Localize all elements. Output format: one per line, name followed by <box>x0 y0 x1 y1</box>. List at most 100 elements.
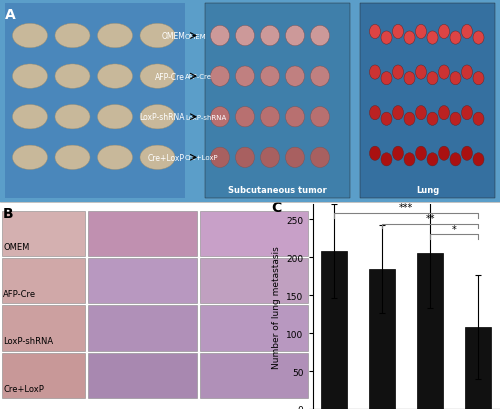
Bar <box>369 269 396 409</box>
Ellipse shape <box>98 146 132 170</box>
Text: OMEM: OMEM <box>3 243 30 252</box>
Ellipse shape <box>462 106 472 121</box>
Text: *: * <box>452 224 456 234</box>
FancyBboxPatch shape <box>2 212 85 257</box>
FancyBboxPatch shape <box>88 353 197 398</box>
FancyBboxPatch shape <box>5 4 185 198</box>
Ellipse shape <box>381 153 392 166</box>
Text: ***: *** <box>399 203 413 213</box>
Ellipse shape <box>473 72 484 85</box>
Ellipse shape <box>55 24 90 49</box>
Ellipse shape <box>438 66 450 80</box>
Bar <box>321 252 347 409</box>
Ellipse shape <box>210 67 230 87</box>
Ellipse shape <box>12 24 48 49</box>
Ellipse shape <box>236 107 255 128</box>
Y-axis label: Number of lung metastasis: Number of lung metastasis <box>272 245 280 368</box>
FancyBboxPatch shape <box>360 4 495 198</box>
Ellipse shape <box>98 65 132 89</box>
FancyBboxPatch shape <box>2 258 85 303</box>
Text: Cre+LoxP: Cre+LoxP <box>185 155 218 161</box>
FancyBboxPatch shape <box>88 258 197 303</box>
Ellipse shape <box>210 148 230 168</box>
Ellipse shape <box>12 65 48 89</box>
Ellipse shape <box>370 25 380 40</box>
Ellipse shape <box>427 32 438 45</box>
Ellipse shape <box>427 113 438 126</box>
Ellipse shape <box>370 106 380 121</box>
Ellipse shape <box>381 32 392 45</box>
FancyBboxPatch shape <box>2 353 85 398</box>
Ellipse shape <box>462 66 472 80</box>
Ellipse shape <box>210 107 230 128</box>
Ellipse shape <box>450 32 461 45</box>
Ellipse shape <box>55 146 90 170</box>
Ellipse shape <box>310 148 330 168</box>
Ellipse shape <box>416 66 426 80</box>
Text: B: B <box>3 207 13 220</box>
Ellipse shape <box>260 107 280 128</box>
Ellipse shape <box>450 72 461 85</box>
Ellipse shape <box>55 65 90 89</box>
Text: AFP-Cre: AFP-Cre <box>185 74 212 80</box>
Text: **: ** <box>426 213 435 223</box>
Ellipse shape <box>236 67 255 87</box>
Ellipse shape <box>236 26 255 47</box>
Ellipse shape <box>473 153 484 166</box>
Ellipse shape <box>381 113 392 126</box>
Text: Lung: Lung <box>416 185 439 194</box>
Ellipse shape <box>416 25 426 40</box>
Ellipse shape <box>140 24 175 49</box>
Ellipse shape <box>404 153 415 166</box>
Ellipse shape <box>286 148 304 168</box>
Text: Subcutaneous tumor: Subcutaneous tumor <box>228 185 327 194</box>
FancyBboxPatch shape <box>0 0 500 202</box>
Text: OMEM: OMEM <box>161 32 185 41</box>
Text: OMEM: OMEM <box>185 34 207 39</box>
FancyBboxPatch shape <box>205 4 350 198</box>
Ellipse shape <box>427 153 438 166</box>
Text: AFP-Cre: AFP-Cre <box>155 72 185 81</box>
Ellipse shape <box>140 105 175 130</box>
FancyBboxPatch shape <box>200 258 308 303</box>
FancyBboxPatch shape <box>88 306 197 351</box>
Ellipse shape <box>473 113 484 126</box>
Ellipse shape <box>462 25 472 40</box>
Ellipse shape <box>381 72 392 85</box>
FancyBboxPatch shape <box>200 212 308 257</box>
Ellipse shape <box>98 24 132 49</box>
Ellipse shape <box>260 67 280 87</box>
Ellipse shape <box>450 113 461 126</box>
Ellipse shape <box>12 146 48 170</box>
Ellipse shape <box>286 26 304 47</box>
Ellipse shape <box>140 65 175 89</box>
Text: LoxP-shRNA: LoxP-shRNA <box>3 337 53 346</box>
FancyBboxPatch shape <box>200 306 308 351</box>
Ellipse shape <box>438 106 450 121</box>
Ellipse shape <box>473 32 484 45</box>
Ellipse shape <box>450 153 461 166</box>
Ellipse shape <box>370 147 380 161</box>
Ellipse shape <box>236 148 255 168</box>
Ellipse shape <box>260 148 280 168</box>
Ellipse shape <box>438 25 450 40</box>
Bar <box>465 327 491 409</box>
FancyBboxPatch shape <box>200 353 308 398</box>
Ellipse shape <box>310 67 330 87</box>
Ellipse shape <box>370 66 380 80</box>
Ellipse shape <box>416 147 426 161</box>
Bar <box>417 254 444 409</box>
Text: LoxP-shRNA: LoxP-shRNA <box>140 113 185 122</box>
Ellipse shape <box>286 67 304 87</box>
FancyBboxPatch shape <box>88 212 197 257</box>
Ellipse shape <box>392 25 404 40</box>
Ellipse shape <box>392 106 404 121</box>
Ellipse shape <box>404 72 415 85</box>
Ellipse shape <box>310 107 330 128</box>
Ellipse shape <box>55 105 90 130</box>
Ellipse shape <box>140 146 175 170</box>
Text: C: C <box>271 200 281 214</box>
Ellipse shape <box>310 26 330 47</box>
Text: Cre+LoxP: Cre+LoxP <box>3 384 44 393</box>
Ellipse shape <box>392 66 404 80</box>
